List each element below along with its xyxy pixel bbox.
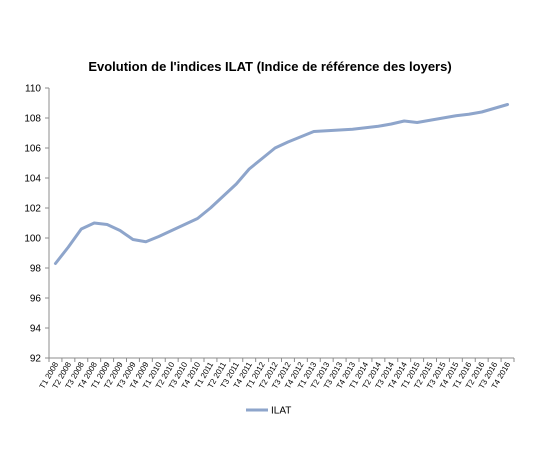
y-tick-label: 100 xyxy=(24,234,41,245)
y-tick-label: 102 xyxy=(24,204,41,215)
y-tick-label: 96 xyxy=(30,294,42,305)
y-tick-label: 98 xyxy=(30,264,42,275)
plot-area xyxy=(53,103,510,265)
y-tick-label: 94 xyxy=(30,324,42,335)
chart-title: Evolution de l'indices ILAT (Indice de r… xyxy=(88,59,451,74)
series-line-ilat xyxy=(53,103,510,265)
y-tick-label: 106 xyxy=(24,144,41,155)
y-tick-label: 108 xyxy=(24,114,41,125)
legend-label: ILAT xyxy=(271,406,291,417)
y-tick-label: 104 xyxy=(24,174,41,185)
y-tick-label: 92 xyxy=(30,354,42,365)
y-tick-label: 110 xyxy=(25,84,41,95)
legend: ILAT xyxy=(246,406,291,417)
y-axis: 92 94 96 98 100 102 104 106 108 110 xyxy=(24,84,50,365)
